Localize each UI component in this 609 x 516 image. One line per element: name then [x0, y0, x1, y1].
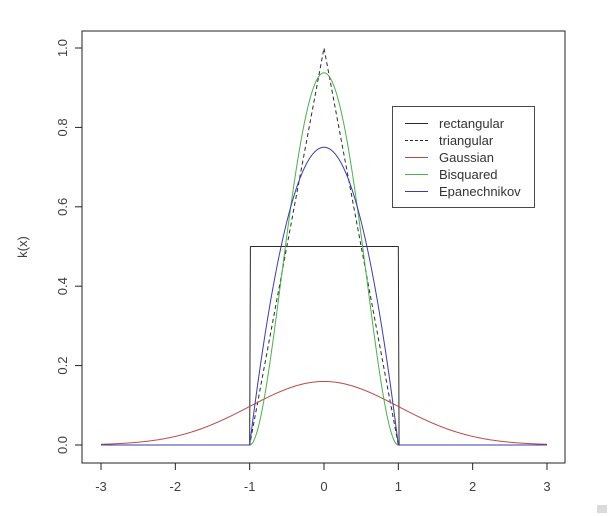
- legend-item-rectangular: rectangular: [393, 115, 534, 132]
- legend-line-gaussian: [405, 157, 428, 158]
- y-tick-label: 0.2: [55, 357, 70, 375]
- x-axis: -3 -2 -1 0 1 2 3: [95, 463, 551, 494]
- legend-label-epanechnikov: Epanechnikov: [439, 184, 521, 199]
- curve-epanechnikov: [101, 146, 547, 446]
- kernel-curves: [100, 47, 548, 446]
- x-tick-label: 2: [469, 479, 476, 494]
- x-tick-label: -3: [95, 479, 107, 494]
- legend-item-gaussian: Gaussian: [393, 149, 534, 166]
- legend-line-rectangular: [405, 123, 428, 124]
- legend-line-epanechnikov: [405, 191, 428, 192]
- y-tick-label: 0.8: [55, 118, 70, 136]
- legend-label-rectangular: rectangular: [439, 116, 505, 131]
- y-tick-label: 0.0: [55, 436, 70, 454]
- curve-gaussian: [100, 380, 548, 445]
- y-axis-title: k(x): [15, 236, 30, 258]
- y-axis: 0.0 0.2 0.4 0.6 0.8 1.0: [55, 39, 82, 454]
- legend: rectangular triangular Gaussian Bisquare…: [392, 106, 535, 208]
- x-tick-label: 1: [395, 479, 402, 494]
- x-tick-label: 3: [543, 479, 550, 494]
- legend-item-triangular: triangular: [393, 132, 534, 149]
- x-tick-label: 0: [320, 479, 327, 494]
- curve-rectangular: [101, 246, 547, 446]
- y-tick-label: 1.0: [55, 39, 70, 57]
- legend-item-epanechnikov: Epanechnikov: [393, 183, 534, 200]
- legend-item-bisquared: Bisquared: [393, 166, 534, 183]
- y-tick-label: 0.6: [55, 198, 70, 216]
- legend-line-bisquared: [405, 174, 428, 175]
- legend-label-triangular: triangular: [439, 133, 494, 148]
- x-tick-label: -1: [244, 479, 256, 494]
- x-tick-label: -2: [170, 479, 182, 494]
- legend-label-gaussian: Gaussian: [439, 150, 494, 165]
- y-tick-label: 0.4: [55, 277, 70, 295]
- legend-label-bisquared: Bisquared: [439, 167, 498, 182]
- corner-artifact: [597, 505, 607, 513]
- legend-line-triangular: [405, 140, 428, 141]
